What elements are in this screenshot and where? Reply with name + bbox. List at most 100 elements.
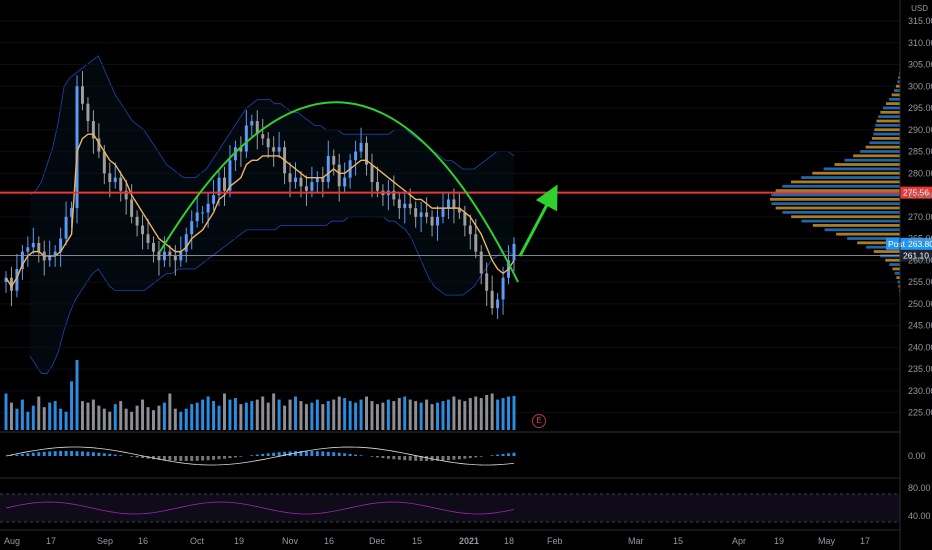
candle-body [48,255,52,261]
macd-bar [468,456,472,459]
date-axis: Aug 17 Sep 16 Oct 19 Nov 16 Dec 15 2021 18 Feb Mar 15 A… [0,529,900,546]
volume-bar [315,399,319,430]
volume-bar [479,398,483,430]
date-tick-label: 19 [774,536,784,546]
profile-bar [895,84,900,88]
macd-bar [392,456,396,460]
macd-bar [20,453,24,456]
volume-bar [64,411,68,430]
candle-body [64,216,68,239]
macd-bar [359,455,363,456]
profile-bar [834,163,900,166]
volume-bar [468,398,472,430]
candle-body [446,199,450,209]
macd-bar [414,456,418,461]
post-tag-prefix: Post [888,239,906,249]
volume-bar [425,399,429,430]
candle-body [233,147,237,161]
profile-bar [889,263,900,266]
candle-body [86,103,90,122]
profile-bar [898,76,900,79]
macd-bar [64,451,68,456]
volume-bar [337,396,341,430]
profile-bar [888,97,900,101]
profile-bar [836,232,900,236]
currency-label[interactable]: USD [911,4,928,13]
candle-body [102,151,106,174]
profile-bar [873,250,900,253]
profile-bar [893,89,900,92]
profile-bar [869,141,900,145]
volume-bar [370,401,374,430]
macd-bar [441,456,445,461]
volume-bar [233,398,237,430]
candle-body [201,212,205,214]
candle-body [15,269,19,291]
volume-bar [321,404,325,430]
macd-bar [59,451,63,456]
ema-line [5,133,515,288]
macd-bar [75,451,79,456]
volume-bar [343,398,347,430]
volume-bar [53,401,57,430]
candle-body [261,134,265,139]
volume-bar [37,396,41,430]
price-tick-label: 265.00 [908,234,932,244]
macd-bar [375,456,379,458]
volume-bar [354,402,358,430]
macd-bar [135,456,139,458]
macd-bar [310,451,314,456]
profile-bar [885,102,900,106]
price-tick-label: 245.00 [908,321,932,331]
macd-bar [168,456,172,461]
macd-bar [507,453,511,456]
candle-body [9,277,13,291]
price-tick-label: 260.00 [908,255,932,265]
profile-bar [771,202,900,206]
volume-bar [299,401,303,430]
macd-bar [9,455,13,456]
profile-bar [876,119,900,123]
candle-body [70,208,74,217]
volume-bar [408,399,412,430]
macd-bar [157,456,161,460]
candle-body [244,125,248,152]
candle-body [414,208,418,217]
price-tick-label: 280.00 [908,168,932,178]
date-tick-label: 2021 [459,536,479,546]
earnings-icon[interactable]: E [532,414,546,428]
candle-body [430,216,434,226]
macd-bar [463,456,467,459]
candle-body [375,182,379,191]
candle-body [365,142,369,165]
level-tag-bg [900,249,932,262]
volume-bar [217,405,221,430]
candle-body [217,177,221,196]
candle-body [108,173,112,183]
date-tick-label: 16 [138,536,148,546]
candle-body [326,155,330,183]
volume-bar [157,405,161,430]
macd-bar [223,456,226,459]
macd-bar [397,456,401,460]
candle-body [332,155,336,165]
candle-body [299,177,303,187]
date-tick-label: Sep [97,536,113,546]
candle-body [130,199,134,217]
profile-bar [823,167,900,171]
macd-bar [343,453,347,456]
dome-annotation [159,101,558,283]
macd-bar [48,451,52,456]
volume-bar [91,399,95,430]
volume-bar [9,402,13,430]
candle-body [124,190,128,200]
macd-bar [239,456,243,457]
volume-bar [179,411,183,430]
volume-bar [397,398,401,430]
profile-bar [865,145,900,149]
profile-bar [847,237,900,240]
volume-bar [102,408,106,430]
candle-body [266,138,270,148]
macd-bar [381,456,385,459]
